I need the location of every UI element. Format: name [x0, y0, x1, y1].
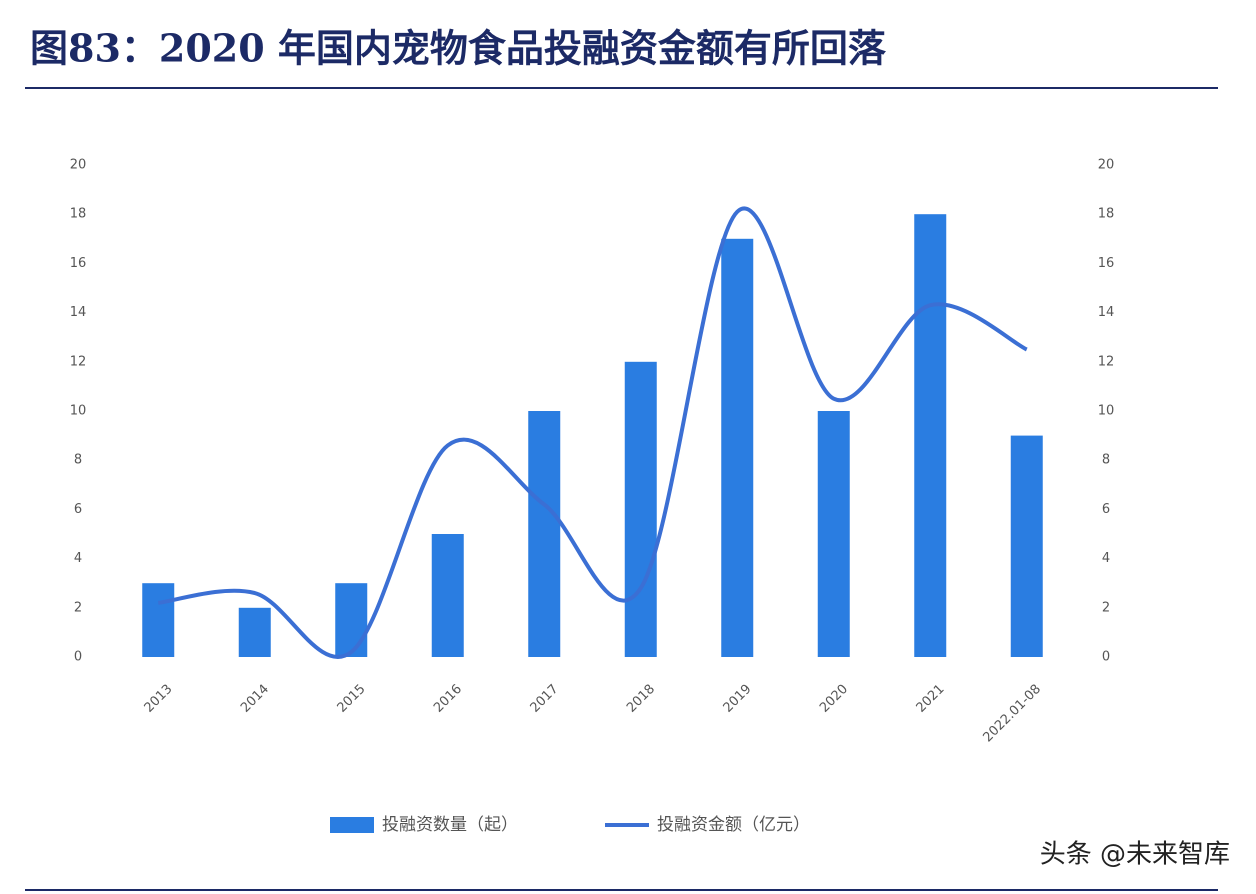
y-tick-label: 14: [70, 305, 87, 320]
x-tick-label: 2018: [624, 682, 658, 716]
x-tick-label: 2016: [431, 682, 465, 716]
x-tick-label: 2022.01-08: [980, 682, 1044, 746]
x-tick-label: 2014: [238, 682, 272, 716]
x-tick-label: 2019: [721, 682, 755, 716]
x-tick-label: 2020: [817, 682, 851, 716]
bar: [721, 238, 754, 658]
bar: [624, 361, 657, 657]
chart-title: 图83：2020 年国内宠物食品投融资金额有所回落: [30, 26, 887, 71]
watermark: 头条 @未来智库: [1040, 840, 1230, 870]
bar: [335, 583, 368, 657]
y2-tick-label: 16: [1098, 256, 1115, 271]
y2-tick-label: 18: [1098, 207, 1115, 222]
y-tick-label: 2: [74, 600, 82, 615]
legend-label: 投融资数量（起）: [382, 815, 518, 835]
y2-tick-label: 2: [1102, 600, 1110, 615]
y2-tick-label: 14: [1098, 305, 1115, 320]
line: [157, 206, 1028, 659]
y2-tick-label: 4: [1102, 551, 1110, 566]
bar: [431, 534, 464, 657]
y2-tick-label: 20: [1098, 158, 1115, 173]
y2-tick-label: 10: [1098, 404, 1115, 419]
bar: [528, 411, 561, 657]
y-tick-label: 16: [70, 256, 87, 271]
y-tick-label: 6: [74, 502, 82, 517]
bar: [142, 583, 175, 657]
legend-swatch: [330, 817, 374, 833]
bar: [817, 411, 850, 657]
y-tick-label: 12: [70, 354, 87, 369]
bar: [1010, 435, 1043, 657]
y2-tick-label: 0: [1102, 650, 1110, 665]
y-tick-label: 10: [70, 404, 87, 419]
bar: [238, 607, 271, 657]
x-tick-label: 2021: [914, 682, 948, 716]
x-tick-label: 2015: [335, 682, 369, 716]
x-tick-label: 2017: [528, 682, 562, 716]
y-tick-label: 8: [74, 453, 82, 468]
bar: [914, 214, 947, 657]
y-tick-label: 18: [70, 207, 87, 222]
y-tick-label: 20: [70, 158, 87, 173]
y-tick-label: 0: [74, 650, 82, 665]
x-tick-label: 2013: [142, 682, 176, 716]
y2-tick-label: 8: [1102, 453, 1110, 468]
y-tick-label: 4: [74, 551, 82, 566]
y2-tick-label: 12: [1098, 354, 1115, 369]
y2-tick-label: 6: [1102, 502, 1110, 517]
legend-label: 投融资金额（亿元）: [657, 815, 810, 835]
